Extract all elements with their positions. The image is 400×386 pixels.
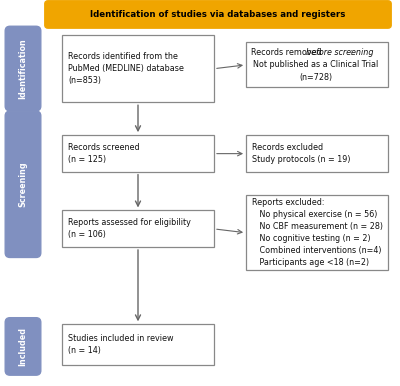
FancyBboxPatch shape [62, 210, 214, 247]
Text: Reports assessed for eligibility
(n = 106): Reports assessed for eligibility (n = 10… [68, 218, 191, 239]
Text: before screening: before screening [306, 48, 374, 57]
FancyBboxPatch shape [246, 195, 388, 270]
FancyBboxPatch shape [62, 35, 214, 102]
FancyBboxPatch shape [62, 135, 214, 172]
FancyBboxPatch shape [246, 135, 388, 172]
Text: Not published as a Clinical Trial: Not published as a Clinical Trial [253, 60, 378, 69]
FancyBboxPatch shape [5, 318, 41, 375]
FancyBboxPatch shape [246, 42, 388, 87]
Text: Records screened
(n = 125): Records screened (n = 125) [68, 143, 140, 164]
FancyBboxPatch shape [5, 26, 41, 111]
Text: Included: Included [18, 327, 28, 366]
Text: Records removed: Records removed [251, 48, 324, 57]
Text: Records identified from the
PubMed (MEDLINE) database
(n=853): Records identified from the PubMed (MEDL… [68, 52, 184, 85]
FancyBboxPatch shape [45, 1, 391, 28]
FancyBboxPatch shape [5, 111, 41, 257]
Text: Records excluded
Study protocols (n = 19): Records excluded Study protocols (n = 19… [252, 143, 350, 164]
Text: Studies included in review
(n = 14): Studies included in review (n = 14) [68, 334, 174, 355]
FancyBboxPatch shape [62, 324, 214, 365]
Text: Reports excluded:
   No physical exercise (n = 56)
   No CBF measurement (n = 28: Reports excluded: No physical exercise (… [252, 198, 383, 267]
Text: :: : [349, 48, 352, 57]
Text: Identification of studies via databases and registers: Identification of studies via databases … [90, 10, 346, 19]
Text: Screening: Screening [18, 161, 28, 207]
Text: (n=728): (n=728) [299, 73, 332, 81]
Text: Identification: Identification [18, 38, 28, 99]
